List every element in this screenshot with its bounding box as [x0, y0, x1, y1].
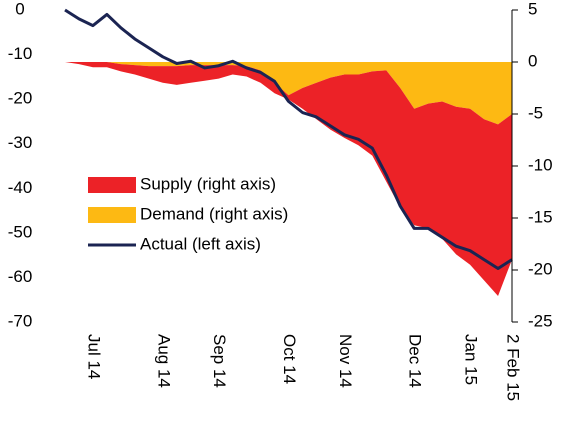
x-tick-label: 2 Feb 15 [504, 334, 523, 401]
y-tick-label: -10 [8, 44, 33, 63]
y2-tick-label: -25 [528, 311, 553, 330]
y-tick-label: -30 [8, 133, 33, 152]
x-tick-label: Aug 14 [154, 334, 173, 388]
y-tick-label: -60 [8, 267, 33, 286]
x-tick-label: Sep 14 [210, 334, 229, 388]
x-tick-label: Jan 15 [462, 334, 481, 385]
y2-tick-label: -15 [528, 207, 553, 226]
legend-swatch [88, 207, 136, 223]
y-tick-label: 0 [15, 0, 24, 18]
y2-tick-label: -20 [528, 259, 553, 278]
y-tick-label: -40 [8, 178, 33, 197]
legend-label: Actual (left axis) [140, 234, 261, 253]
legend-label: Demand (right axis) [140, 204, 288, 223]
y2-tick-label: -10 [528, 155, 553, 174]
y2-tick-label: -5 [528, 103, 543, 122]
x-tick-label: Dec 14 [406, 334, 425, 388]
x-tick-label: Jul 14 [84, 334, 103, 379]
area [65, 62, 512, 296]
x-tick-label: Oct 14 [280, 334, 299, 384]
legend-swatch [88, 177, 136, 193]
y-tick-label: -50 [8, 222, 33, 241]
y-tick-label: -20 [8, 89, 33, 108]
area [65, 62, 512, 125]
legend-label: Supply (right axis) [140, 174, 276, 193]
line [64, 8, 513, 271]
y2-tick-label: 5 [528, 0, 537, 18]
x-tick-label: Nov 14 [336, 334, 355, 388]
y2-tick-label: 0 [528, 51, 537, 70]
y-tick-label: -70 [8, 311, 33, 330]
